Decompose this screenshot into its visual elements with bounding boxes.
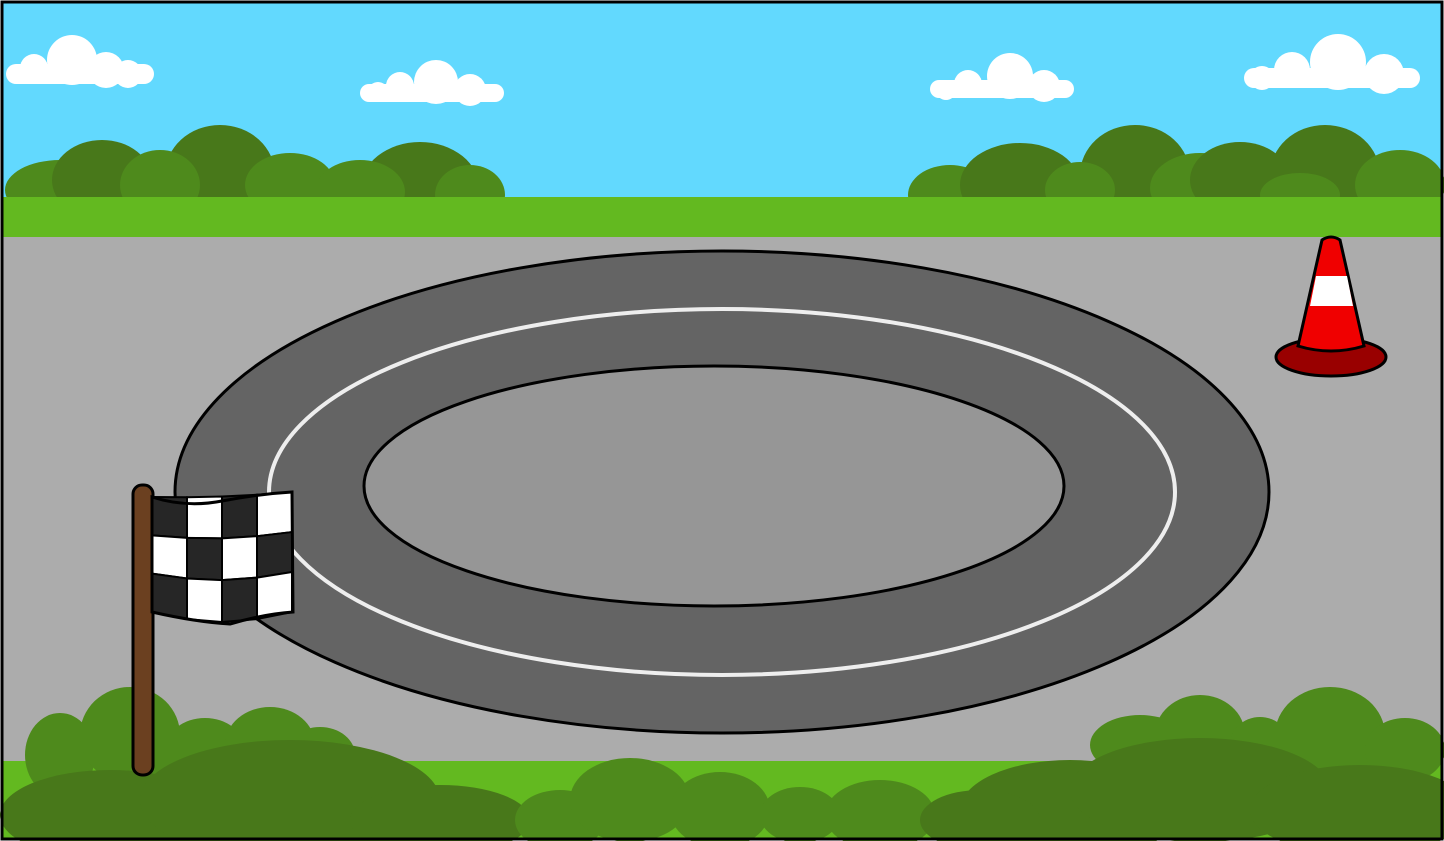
flag-square xyxy=(221,576,258,624)
flag-pole xyxy=(131,483,155,777)
cloud-icon xyxy=(6,35,154,88)
flag-square xyxy=(221,535,258,582)
cloud-icon xyxy=(930,53,1074,102)
grass-strip-top xyxy=(2,197,1442,239)
flag-square xyxy=(151,534,188,580)
flag-cloth xyxy=(151,491,293,624)
foreground-bushes xyxy=(0,687,1444,841)
bush-icon xyxy=(515,758,935,841)
bush-icon xyxy=(0,687,530,841)
flag-square xyxy=(186,577,223,624)
flag-square xyxy=(256,491,293,538)
checkered-flag-icon xyxy=(131,483,295,777)
flag-square xyxy=(256,530,293,579)
clouds xyxy=(6,34,1420,106)
flag-square xyxy=(186,536,223,582)
track-infield xyxy=(362,364,1066,608)
bush-icon xyxy=(920,687,1444,841)
cloud-icon xyxy=(360,60,504,106)
cloud-icon xyxy=(1244,34,1420,94)
track-lane-line xyxy=(267,307,1177,677)
race-track xyxy=(173,249,1271,735)
traffic-cone-icon xyxy=(1274,235,1388,378)
